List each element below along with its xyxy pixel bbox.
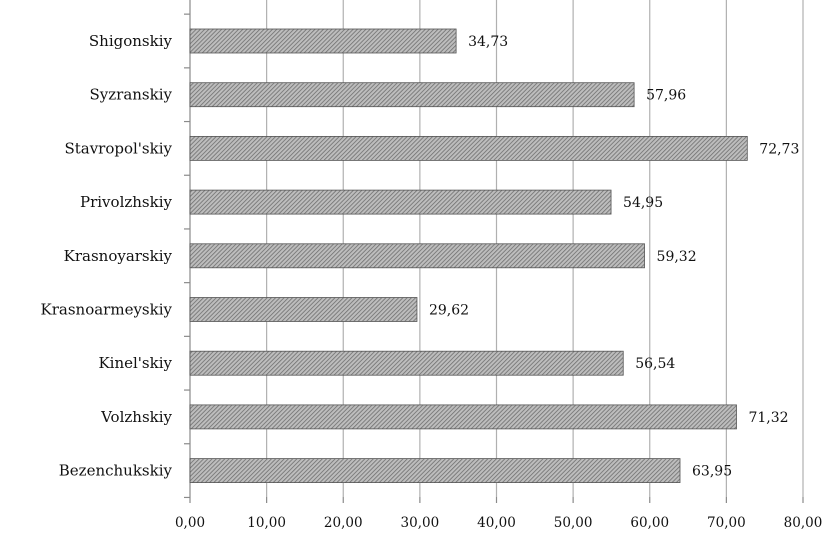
- x-tick-label: 70,00: [707, 515, 746, 531]
- x-tick-label: 40,00: [477, 515, 516, 531]
- value-label: 71,32: [748, 410, 788, 426]
- category-label: Krasnoarmeyskiy: [41, 301, 173, 319]
- category-label: Bezenchukskiy: [59, 462, 173, 480]
- x-tick-labels: 0,00 10,00 20,00 30,00 40,00 50,00 60,00 70,00 8…: [175, 515, 822, 531]
- bar: [189, 82, 635, 108]
- bar: [189, 404, 737, 430]
- bar: [189, 350, 624, 376]
- category-label: Syzranskiy: [90, 86, 173, 104]
- x-tick-label: 50,00: [554, 515, 593, 531]
- bars: [189, 28, 748, 484]
- bar: [189, 28, 457, 54]
- x-tick-label: 0,00: [175, 515, 205, 531]
- x-tick-label: 60,00: [630, 515, 669, 531]
- x-tick-label: 20,00: [324, 515, 363, 531]
- category-label: Shigonskiy: [89, 32, 173, 50]
- category-labels: Shigonskiy Syzranskiy Stavropol'skiy Privol…: [41, 32, 173, 480]
- value-label: 34,73: [468, 34, 508, 50]
- category-label: Privolzhskiy: [80, 193, 173, 211]
- bar: [189, 458, 681, 484]
- category-label: Krasnoyarskiy: [64, 247, 173, 265]
- value-label: 56,54: [635, 356, 675, 372]
- category-label: Stavropol'skiy: [64, 139, 172, 157]
- value-labels: 34,73 57,96 72,73 54,95 59,32 29,62 56,54 71,32…: [429, 34, 799, 480]
- bar: [189, 135, 748, 161]
- value-label: 57,96: [646, 88, 686, 104]
- value-label: 29,62: [429, 303, 469, 319]
- x-tick-label: 30,00: [401, 515, 440, 531]
- category-label: Volzhskiy: [100, 408, 172, 426]
- x-tick-label: 10,00: [247, 515, 286, 531]
- value-label: 54,95: [623, 195, 663, 211]
- value-label: 59,32: [657, 249, 697, 265]
- value-label: 72,73: [759, 141, 799, 157]
- x-tick-label: 80,00: [784, 515, 823, 531]
- category-label: Kinel'skiy: [98, 354, 172, 372]
- bar: [189, 297, 418, 322]
- bar: [189, 189, 612, 215]
- bar: [189, 243, 645, 269]
- value-label: 63,95: [692, 464, 732, 480]
